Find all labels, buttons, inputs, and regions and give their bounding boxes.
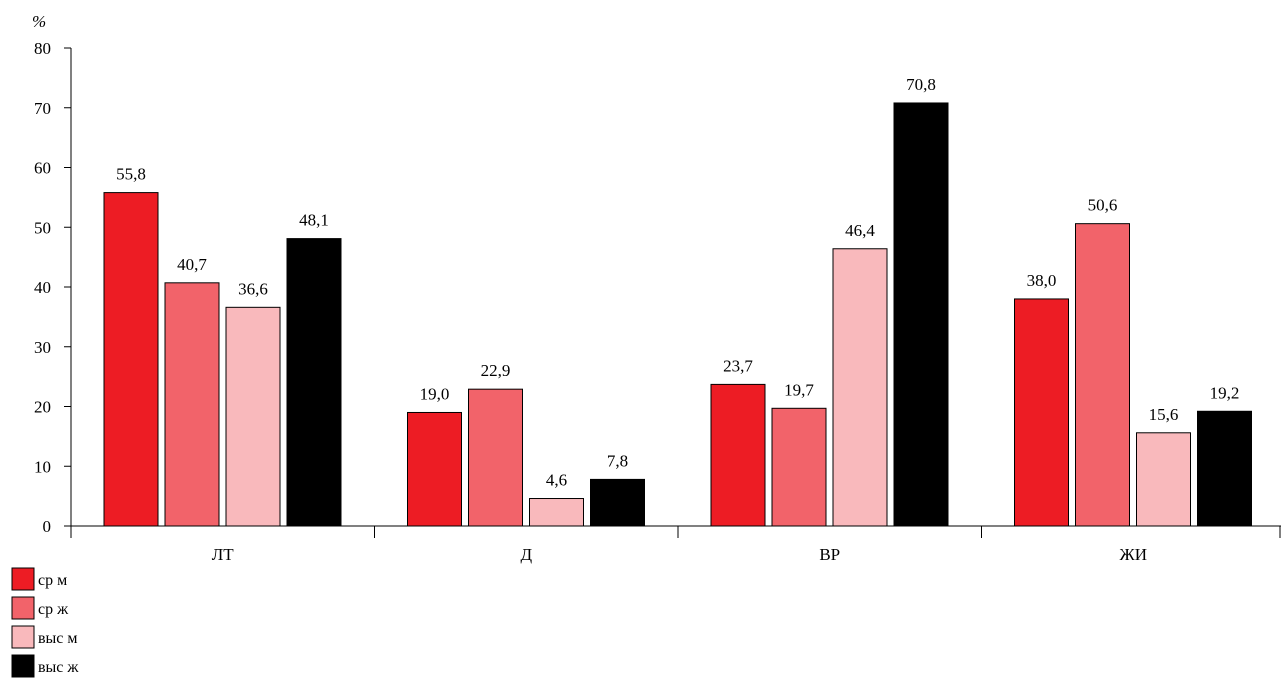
bar bbox=[710, 383, 766, 527]
y-tick-label: 60 bbox=[34, 159, 51, 178]
bar bbox=[893, 102, 949, 527]
legend: ср м ср ж выс м выс ж bbox=[11, 567, 79, 678]
bars bbox=[103, 102, 1252, 527]
bar bbox=[1075, 223, 1130, 527]
bar bbox=[590, 478, 645, 527]
bar bbox=[1014, 298, 1069, 527]
x-category-label: Д bbox=[520, 545, 532, 564]
legend-label: ср м bbox=[38, 572, 67, 589]
legend-label: выс м bbox=[38, 630, 78, 647]
data-label: 36,6 bbox=[238, 279, 268, 298]
bar bbox=[1197, 410, 1252, 527]
x-axis: ЛТ Д ВР ЖИ bbox=[70, 525, 1281, 564]
data-label: 7,8 bbox=[607, 451, 628, 470]
data-label: 55,8 bbox=[116, 165, 146, 184]
bar bbox=[103, 192, 159, 527]
bar bbox=[832, 248, 888, 527]
data-label: 19,0 bbox=[420, 384, 450, 403]
legend-label: ср ж bbox=[38, 601, 69, 618]
y-tick-label: 50 bbox=[34, 218, 51, 237]
y-tick-label: 0 bbox=[43, 517, 52, 536]
legend-swatch bbox=[11, 654, 35, 678]
y-tick-label: 10 bbox=[34, 457, 51, 476]
y-axis-label: % bbox=[32, 12, 46, 31]
bar bbox=[771, 407, 827, 527]
x-category-label: ЖИ bbox=[1119, 545, 1147, 564]
data-labels: 55,8 40,7 36,6 48,1 19,0 22,9 4,6 7,8 23,7 19,7 46… bbox=[116, 75, 1239, 490]
y-tick-label: 40 bbox=[34, 278, 51, 297]
bar bbox=[407, 411, 462, 527]
data-label: 70,8 bbox=[906, 75, 936, 94]
legend-swatch bbox=[11, 596, 35, 620]
bar bbox=[225, 306, 281, 527]
data-label: 19,7 bbox=[784, 380, 814, 399]
y-tick-label: 20 bbox=[34, 398, 51, 417]
y-axis: % 0 10 20 30 40 50 60 70 80 bbox=[32, 12, 72, 536]
data-label: 22,9 bbox=[481, 361, 511, 380]
legend-label: выс ж bbox=[38, 659, 79, 676]
data-label: 4,6 bbox=[546, 471, 567, 490]
data-label: 50,6 bbox=[1088, 196, 1118, 215]
data-label: 38,0 bbox=[1027, 271, 1057, 290]
legend-swatch bbox=[11, 625, 35, 649]
bar bbox=[468, 388, 523, 527]
data-label: 23,7 bbox=[723, 356, 753, 375]
data-label: 48,1 bbox=[299, 211, 329, 230]
bar bbox=[1136, 432, 1191, 527]
data-label: 46,4 bbox=[845, 221, 875, 240]
bar bbox=[286, 238, 342, 527]
data-label: 19,2 bbox=[1210, 383, 1240, 402]
data-label: 40,7 bbox=[177, 255, 207, 274]
bar bbox=[164, 282, 220, 527]
x-category-label: ЛТ bbox=[212, 545, 235, 564]
y-tick-label: 80 bbox=[34, 39, 51, 58]
legend-swatch bbox=[11, 567, 35, 591]
y-tick-label: 30 bbox=[34, 338, 51, 357]
x-category-label: ВР bbox=[819, 545, 840, 564]
bar bbox=[529, 498, 584, 527]
data-label: 15,6 bbox=[1149, 405, 1179, 424]
y-tick-label: 70 bbox=[34, 99, 51, 118]
